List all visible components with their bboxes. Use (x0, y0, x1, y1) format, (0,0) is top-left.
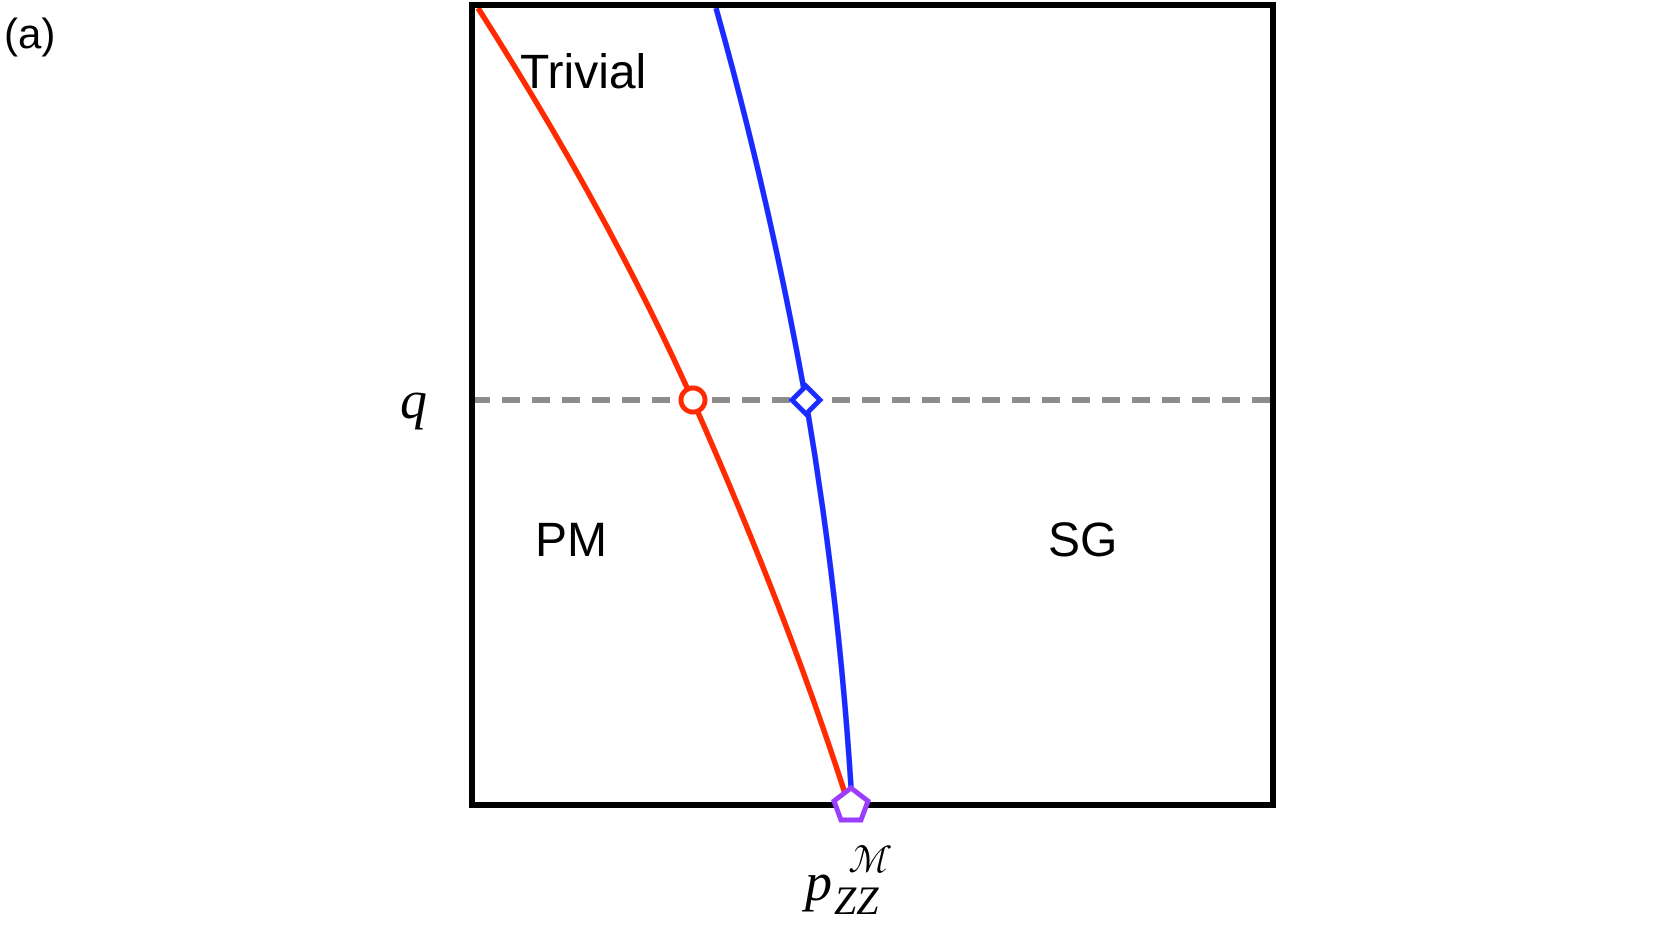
red-phase-boundary (475, 6, 851, 804)
x-marker-base: p (801, 852, 832, 912)
red-circle-marker (678, 385, 708, 415)
blue-diamond-marker (788, 382, 824, 418)
region-label-trivial: Trivial (520, 46, 646, 99)
blue-phase-boundary (713, 7, 855, 804)
y-marker-q: q (400, 370, 427, 430)
x-marker-subscript: ZZ (834, 878, 879, 923)
purple-pentagon-marker (831, 784, 871, 823)
x-marker-superscript: ℳ (848, 840, 891, 880)
plot-frame (469, 2, 1276, 808)
region-label-sg: SG (1048, 514, 1117, 567)
region-label-pm: PM (535, 514, 607, 567)
panel-label: (a) (4, 10, 55, 57)
